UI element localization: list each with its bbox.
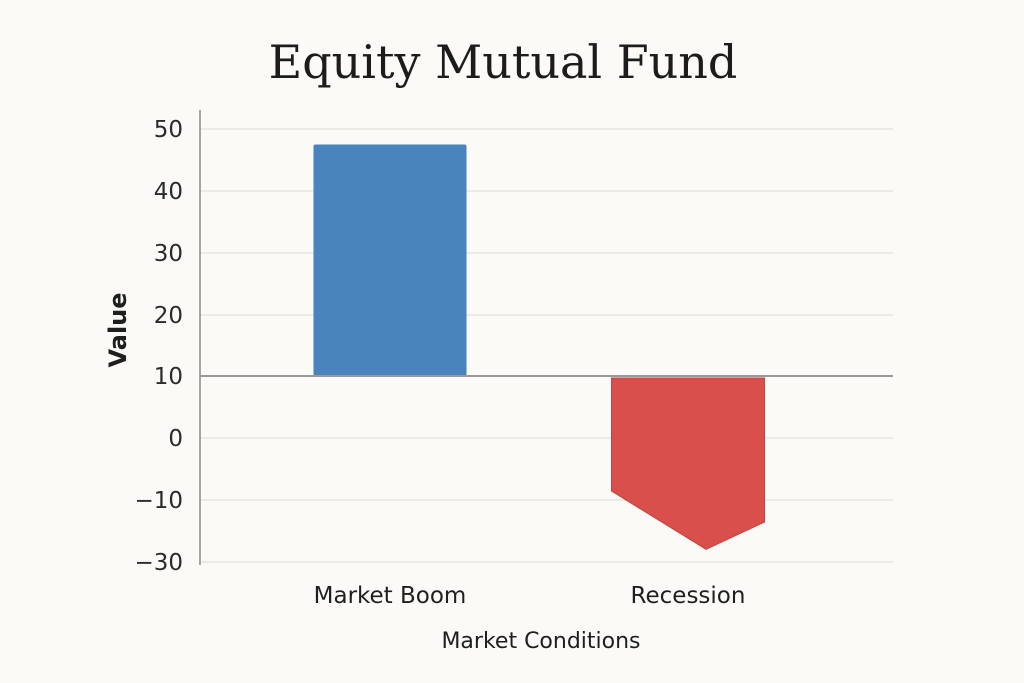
x-axis-label: Market Conditions: [441, 629, 640, 654]
y-tick-label: −10: [134, 488, 183, 514]
y-tick-label: 40: [154, 179, 183, 205]
y-tick-label: 20: [154, 303, 183, 329]
x-category-label: Market Boom: [314, 583, 467, 609]
gridlines: [200, 128, 893, 563]
axes: [199, 110, 893, 565]
y-axis-label: Value: [104, 292, 132, 367]
bar-recession: [611, 377, 765, 550]
y-tick-label: 10: [154, 364, 183, 390]
y-tick-label: 50: [154, 117, 183, 143]
y-tick-label: −30: [134, 550, 183, 576]
y-ticks: 50 40 30 20 10 0 −10 −30: [134, 117, 183, 576]
bar-market-boom: [313, 144, 467, 376]
bars: [313, 144, 765, 550]
chart-title: Equity Mutual Fund: [269, 35, 738, 89]
x-category-label: Recession: [631, 583, 746, 609]
y-tick-label: 30: [154, 241, 183, 267]
y-tick-label: 0: [168, 426, 183, 452]
x-categories: Market Boom Recession: [314, 583, 746, 609]
